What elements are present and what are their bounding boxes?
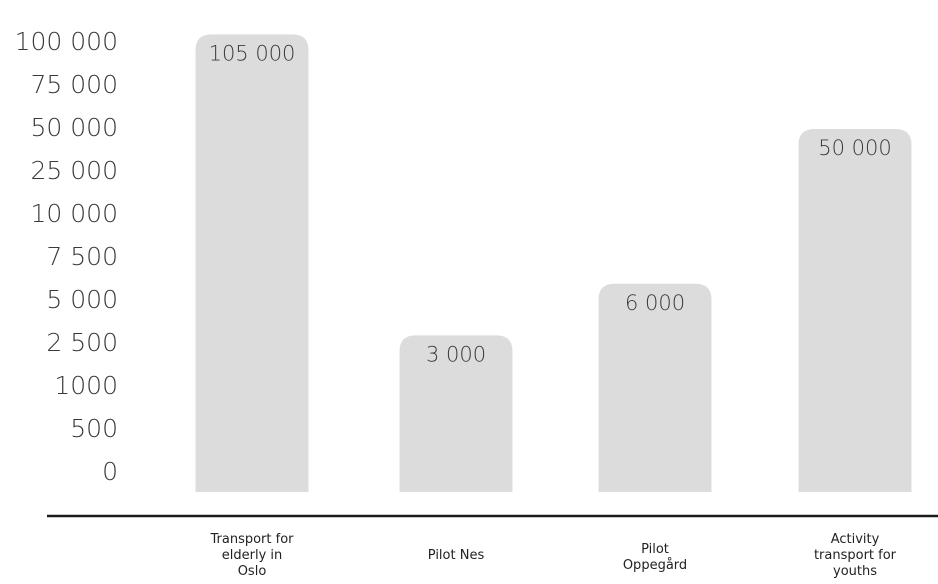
y-tick-label: 10 000 [31,199,118,228]
y-tick-label: 25 000 [31,156,118,185]
y-tick-label: 500 [70,414,118,443]
y-tick-label: 100 000 [15,27,118,56]
y-tick-label: 7 500 [46,242,118,271]
y-tick-label: 0 [102,457,118,486]
category-label: Pilot Oppegård [623,542,687,573]
data-labels: 105 000 3 000 6 000 50 000 [209,41,892,366]
y-tick-label: 5 000 [46,285,118,314]
y-axis-tick-labels: 0 500 1000 2 500 5 000 7 500 10 000 25 000 50 00… [15,27,118,486]
category-labels: Transport for elderly in Oslo Pilot Nes Pilo… [209,532,896,579]
bar-value-label: 50 000 [818,136,891,160]
y-tick-label: 1000 [54,371,118,400]
bar-value-label: 6 000 [625,291,685,315]
y-tick-label: 50 000 [31,113,118,142]
bars [195,34,912,493]
category-label: Pilot Nes [428,548,485,563]
category-label: Activity transport for youths [814,532,897,579]
y-tick-label: 75 000 [31,70,118,99]
bar [798,129,912,492]
bar [195,34,309,493]
category-label: Transport for elderly in Oslo [209,532,294,579]
bar-value-label: 105 000 [209,41,296,65]
y-tick-label: 2 500 [46,328,118,357]
bar [399,335,513,492]
bar-value-label: 3 000 [426,342,486,366]
bar [598,283,712,492]
